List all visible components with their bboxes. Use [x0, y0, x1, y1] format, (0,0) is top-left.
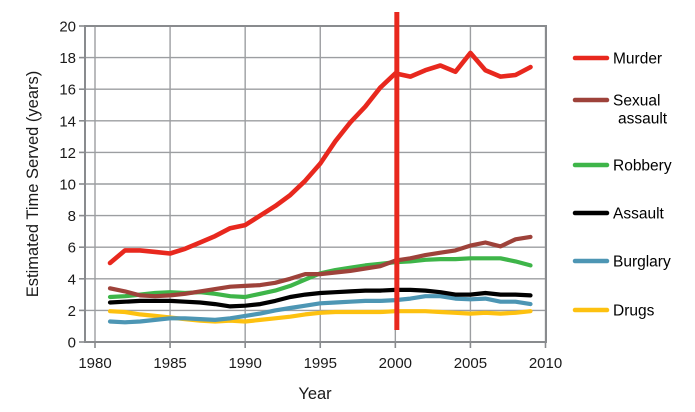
x-tick-label: 1980	[78, 355, 111, 372]
legend-item-murder: Murder	[572, 51, 662, 68]
y-tick-label: 2	[68, 303, 76, 320]
legend-item-drugs: Drugs	[572, 303, 655, 320]
x-tick-label: 2005	[454, 355, 487, 372]
y-tick-label: 16	[59, 82, 76, 99]
series-line-assault	[107, 287, 533, 309]
series-line-burglary	[107, 294, 533, 325]
data-series	[107, 50, 533, 325]
x-tick-label: 1985	[153, 355, 186, 372]
legend-label: Sexual assault	[613, 93, 668, 128]
y-tick-label: 18	[59, 50, 76, 67]
legend-item-assault: Assault	[572, 206, 665, 223]
legend-label: Murder	[613, 51, 662, 68]
legend-label: Burglary	[613, 254, 671, 271]
y-tick-label: 4	[68, 271, 76, 288]
y-tick-label: 10	[59, 177, 76, 194]
series-line-sexual-assault	[107, 234, 533, 299]
y-tick-label: 20	[59, 19, 76, 36]
x-tick-label: 2010	[529, 355, 562, 372]
legend-label: Drugs	[613, 303, 655, 320]
legend: Murder Sexual assault Robbery Assault Burglar…	[572, 51, 672, 320]
y-tick-label: 12	[59, 145, 76, 162]
y-tick-label: 14	[59, 113, 76, 130]
x-tick-label: 2000	[379, 355, 412, 372]
x-tick-label: 1995	[304, 355, 337, 372]
x-axis-title: Year	[298, 385, 332, 403]
y-tick-label: 0	[68, 335, 76, 352]
x-tick-label: 1990	[228, 355, 261, 372]
legend-item-robbery: Robbery	[572, 158, 672, 175]
y-tick-label: 6	[68, 240, 76, 257]
y-tick-labels: 0 2 4 6 8 10 12 14 16 18 20	[59, 19, 76, 352]
legend-label: Robbery	[613, 158, 672, 175]
y-axis-title: Estimated Time Served (years)	[24, 71, 42, 298]
y-tick-label: 8	[68, 208, 76, 225]
series-line-murder	[107, 50, 533, 266]
legend-item-sexual-assault: Sexual assault	[572, 93, 668, 128]
x-tick-labels: 1980 1985 1990 1995 2000 2005 2010	[78, 355, 562, 372]
legend-label: Assault	[613, 206, 665, 223]
axis-ticks	[79, 25, 547, 348]
legend-item-burglary: Burglary	[572, 254, 671, 271]
